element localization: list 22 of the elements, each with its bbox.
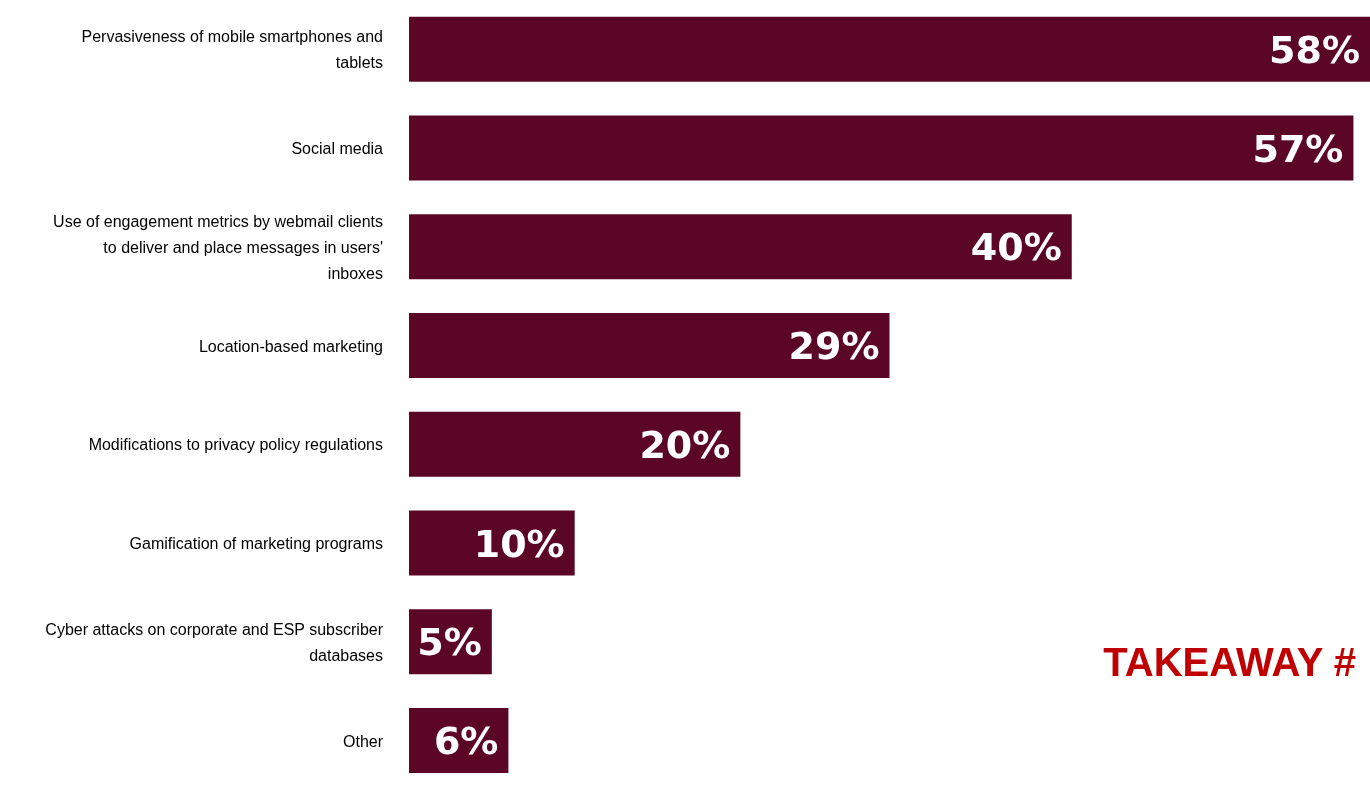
bar — [409, 16, 1370, 82]
bar — [409, 411, 741, 477]
bar — [409, 214, 1072, 280]
data-label: 6% — [433, 719, 499, 764]
y-tick-label: Pervasiveness of mobile smartphones and tablets — [81, 27, 383, 71]
bar — [409, 115, 1354, 181]
y-tick-label: Social media — [291, 139, 384, 157]
y-tick-label: Gamification of marketing programs — [129, 534, 383, 552]
y-tick-label: Location-based marketing — [198, 337, 383, 355]
data-label: 29% — [788, 324, 880, 369]
y-tick-label: Use of engagement metrics by webmail clients to deliver and place messages in users' inboxes — [53, 212, 383, 282]
annotation: TAKEAWAY # — [1103, 640, 1356, 685]
data-label: 58% — [1269, 27, 1360, 72]
data-label: 10% — [473, 521, 565, 566]
y-tick-label: Other — [342, 732, 384, 750]
data-label: 20% — [639, 422, 731, 467]
y-tick-label: Modifications to privacy policy regulations — [88, 435, 383, 453]
data-label: 5% — [417, 620, 482, 665]
data-label: 57% — [1252, 126, 1344, 171]
y-tick-label: Cyber attacks on corporate and ESP subscriber databases — [45, 620, 384, 664]
bar — [409, 313, 890, 379]
data-label: 40% — [970, 225, 1062, 270]
